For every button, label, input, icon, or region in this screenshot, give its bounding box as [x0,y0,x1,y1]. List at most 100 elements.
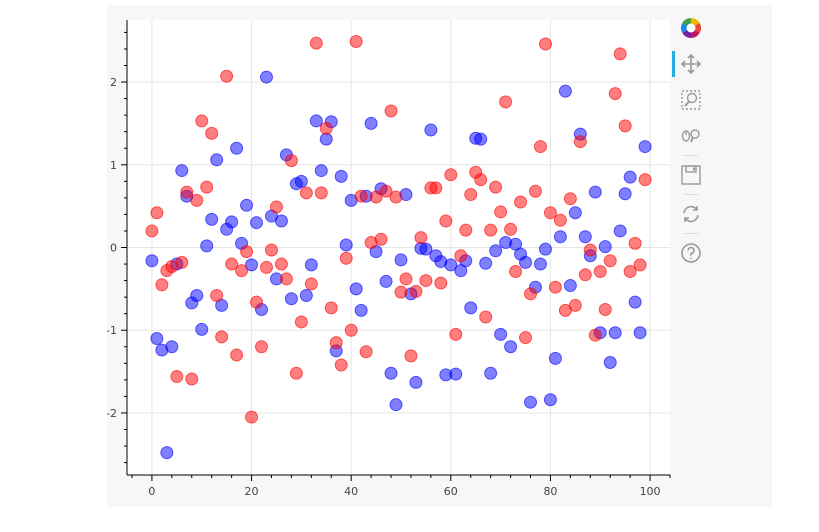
scatter-point[interactable] [240,198,254,212]
scatter-point[interactable] [583,243,597,257]
scatter-point[interactable] [339,251,353,265]
scatter-point[interactable] [409,375,423,389]
scatter-point[interactable] [628,295,642,309]
scatter-point[interactable] [548,351,562,365]
scatter-point[interactable] [538,242,552,256]
scatter-point[interactable] [514,195,528,209]
scatter-point[interactable] [454,249,468,263]
scatter-point[interactable] [489,244,503,258]
scatter-point[interactable] [175,164,189,178]
scatter-point[interactable] [170,370,184,384]
scatter-point[interactable] [334,358,348,372]
scatter-point[interactable] [578,230,592,244]
scatter-point[interactable] [245,258,259,272]
scatter-point[interactable] [613,47,627,61]
scatter-point[interactable] [264,243,278,257]
scatter-point[interactable] [578,268,592,282]
scatter-point[interactable] [429,181,443,195]
scatter-point[interactable] [598,303,612,317]
scatter-point[interactable] [444,258,458,272]
scatter-point[interactable] [304,277,318,291]
scatter-point[interactable] [205,126,219,140]
scatter-point[interactable] [379,274,393,288]
scatter-point[interactable] [225,215,239,229]
scatter-point[interactable] [409,284,423,298]
scatter-point[interactable] [533,140,547,154]
scatter-point[interactable] [150,332,164,345]
scatter-point[interactable] [623,170,637,184]
scatter-point[interactable] [354,303,368,317]
scatter-point[interactable] [499,95,513,109]
scatter-point[interactable] [603,254,617,268]
scatter-point[interactable] [155,278,169,292]
wheel-zoom-icon[interactable] [676,121,706,151]
box-zoom-icon[interactable] [676,85,706,115]
reset-icon[interactable] [676,199,706,229]
scatter-point[interactable] [444,168,458,182]
scatter-point[interactable] [608,326,622,340]
scatter-point[interactable] [623,264,637,278]
scatter-point[interactable] [324,301,338,315]
scatter-point[interactable] [250,295,264,309]
scatter-point[interactable] [543,206,557,220]
scatter-point[interactable] [354,189,368,203]
scatter-point[interactable] [603,355,617,369]
scatter-point[interactable] [588,328,602,342]
scatter-point[interactable] [394,285,408,299]
scatter-point[interactable] [284,154,298,168]
scatter-point[interactable] [294,174,308,188]
scatter-point[interactable] [519,255,533,269]
scatter-point[interactable] [538,37,552,51]
scatter-point[interactable] [494,205,508,219]
help-icon[interactable] [676,238,706,268]
scatter-point[interactable] [245,410,259,424]
scatter-point[interactable] [633,258,647,272]
scatter-point[interactable] [504,340,518,354]
scatter-point[interactable] [205,212,219,226]
scatter-point[interactable] [568,298,582,312]
scatter-point[interactable] [230,348,244,362]
scatter-point[interactable] [364,116,378,130]
scatter-point[interactable] [250,216,264,230]
scatter-point[interactable] [638,140,652,154]
scatter-chart[interactable]: 0 20 40 60 80 100 -2 -1 0 1 2 [107,5,772,507]
scatter-point[interactable] [210,153,224,167]
scatter-point[interactable] [474,173,488,187]
scatter-point[interactable] [200,180,214,194]
scatter-point[interactable] [329,336,343,350]
scatter-point[interactable] [284,292,298,306]
scatter-point[interactable] [389,190,403,204]
scatter-point[interactable] [484,366,498,380]
save-icon[interactable] [676,160,706,190]
scatter-point[interactable] [558,84,572,98]
scatter-point[interactable] [449,327,463,341]
scatter-point[interactable] [195,322,209,336]
scatter-point[interactable] [190,193,204,207]
scatter-point[interactable] [334,169,348,183]
scatter-point[interactable] [369,190,383,204]
scatter-point[interactable] [394,253,408,267]
scatter-point[interactable] [145,224,159,238]
scatter-point[interactable] [464,188,478,202]
scatter-point[interactable] [150,206,164,220]
scatter-point[interactable] [573,135,587,149]
scatter-point[interactable] [598,240,612,254]
scatter-point[interactable] [279,272,293,286]
scatter-point[interactable] [235,264,249,278]
scatter-point[interactable] [524,287,538,301]
scatter-point[interactable] [618,187,632,201]
scatter-point[interactable] [404,349,418,363]
scatter-point[interactable] [588,185,602,199]
scatter-point[interactable] [464,301,478,315]
scatter-point[interactable] [255,340,269,354]
scatter-point[interactable] [160,446,174,460]
scatter-point[interactable] [344,323,358,337]
scatter-point[interactable] [474,132,488,146]
scatter-point[interactable] [259,70,273,84]
scatter-point[interactable] [314,164,328,178]
scatter-point[interactable] [190,288,204,302]
scatter-point[interactable] [479,256,493,270]
scatter-point[interactable] [633,326,647,340]
scatter-point[interactable] [180,185,194,199]
scatter-point[interactable] [319,121,333,135]
